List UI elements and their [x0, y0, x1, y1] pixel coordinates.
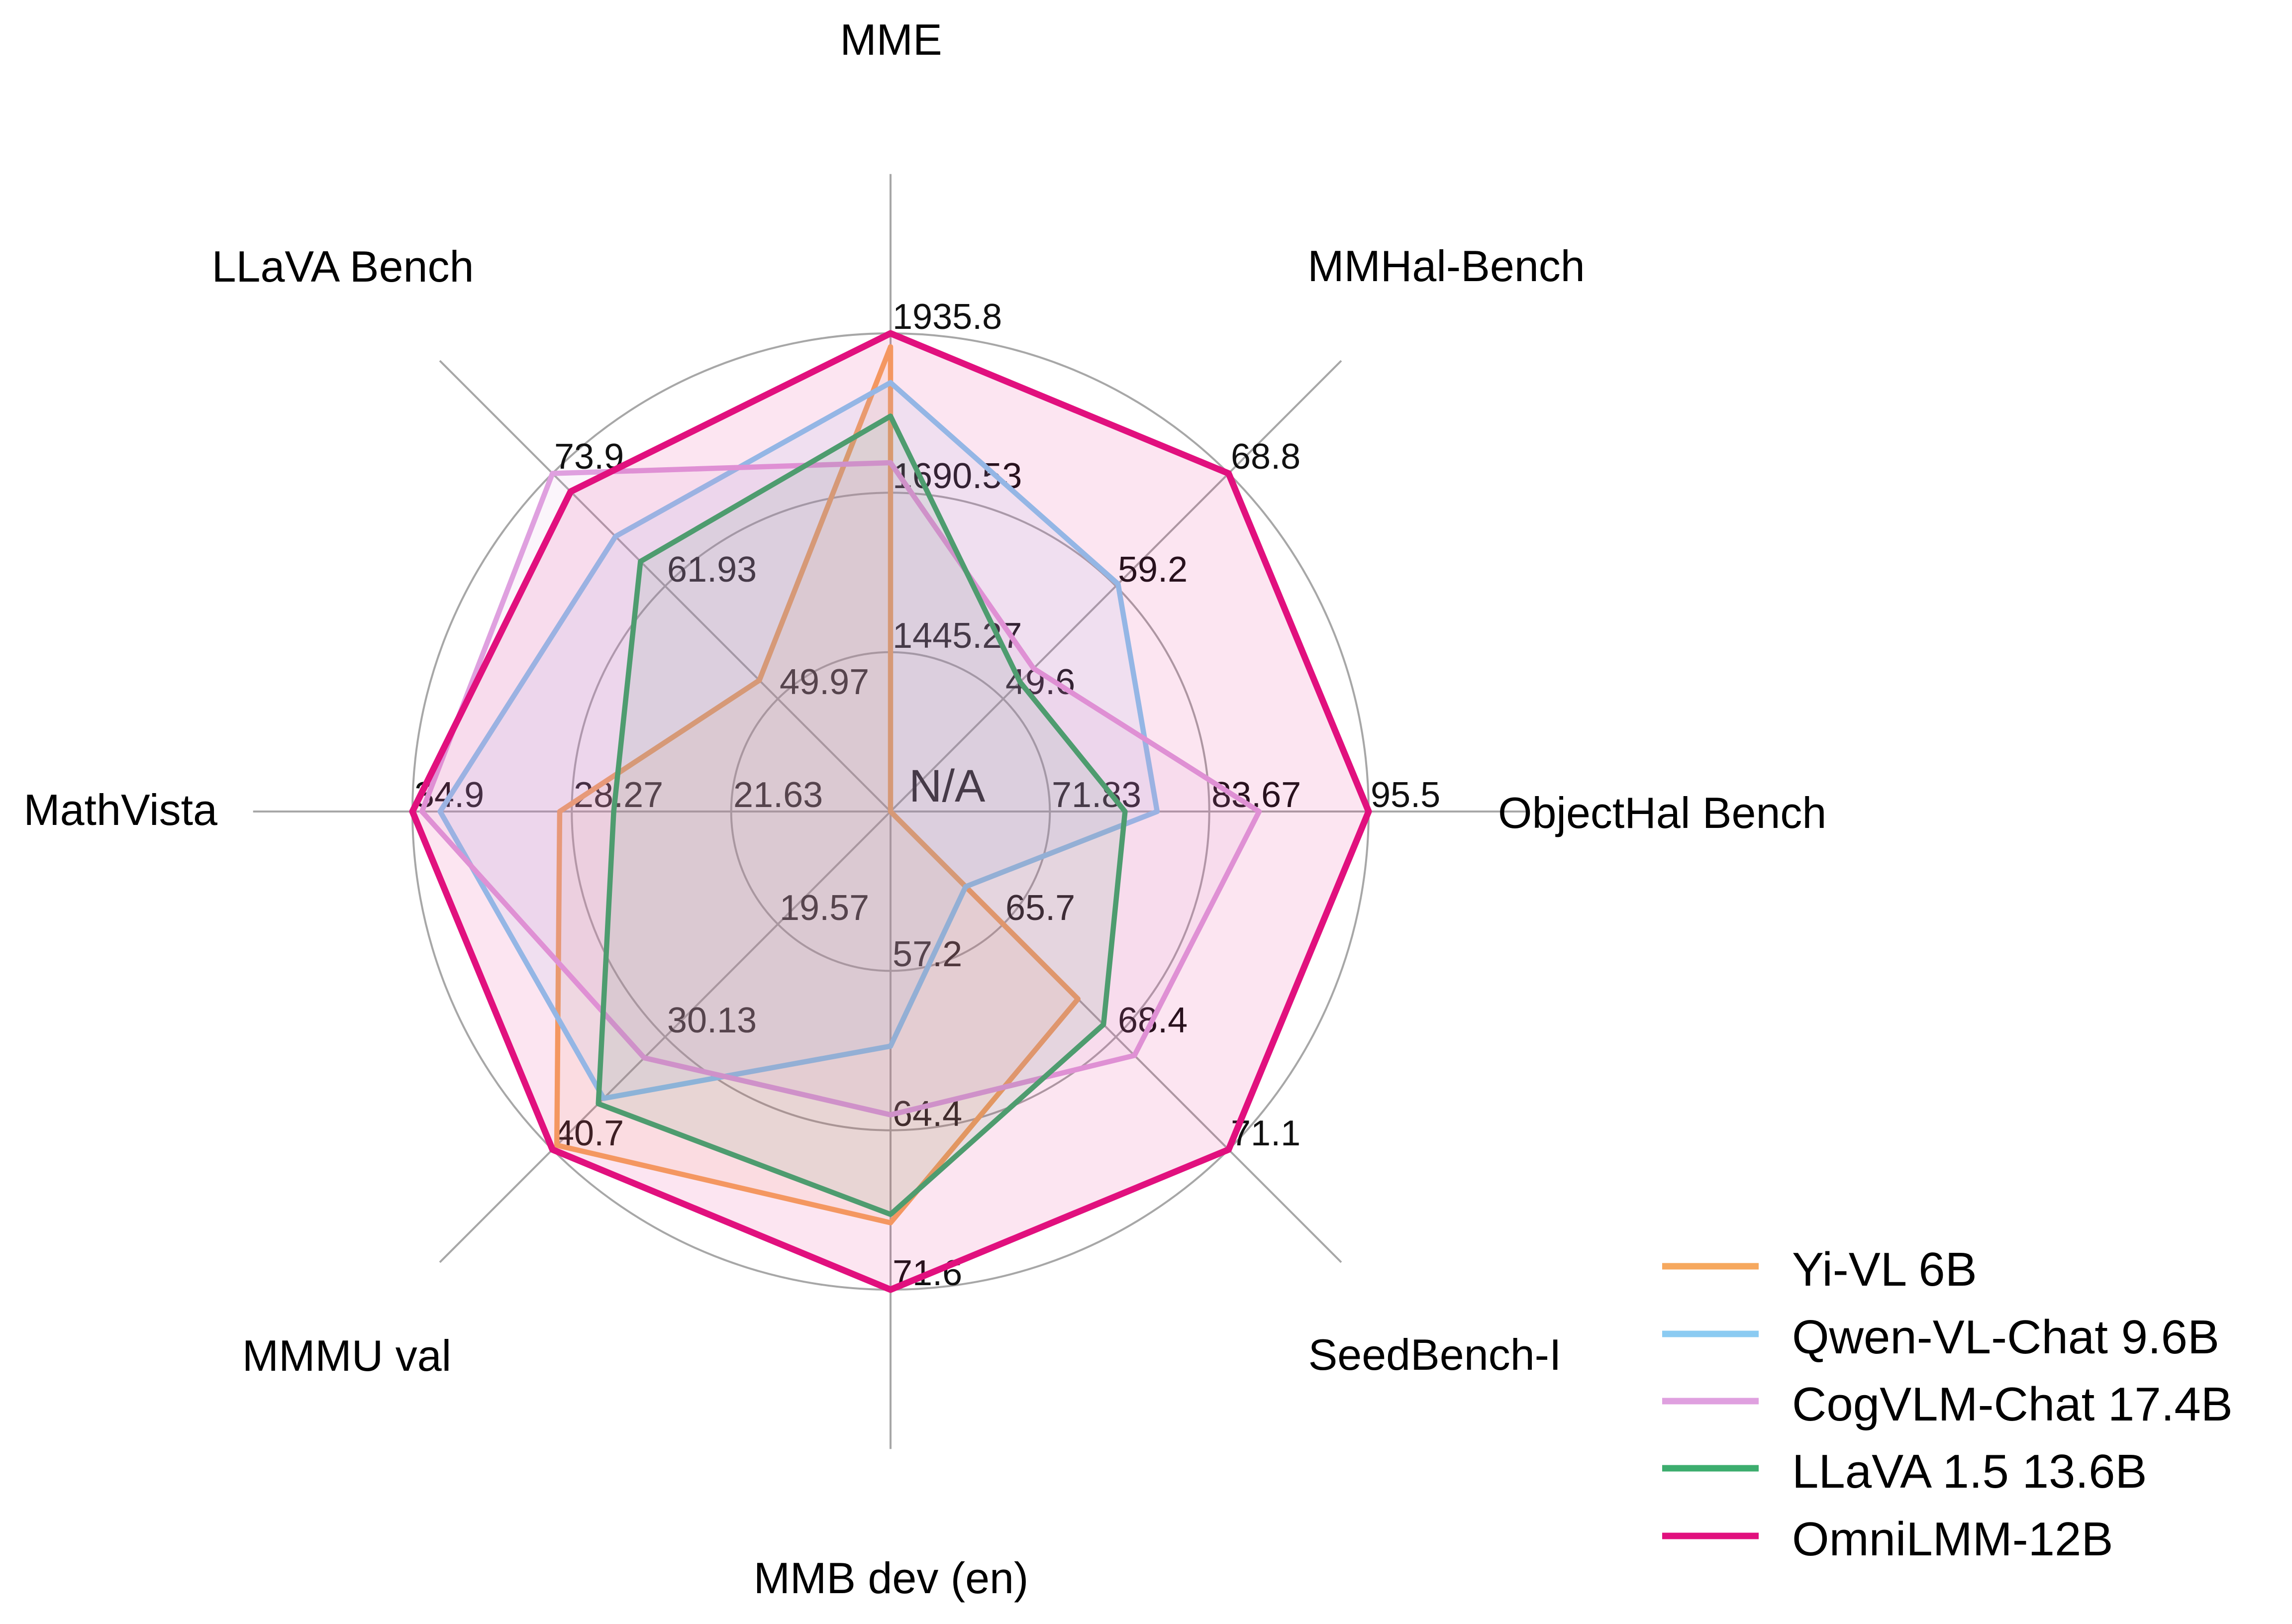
svg-text:N/A: N/A	[909, 761, 986, 812]
svg-text:49.97: 49.97	[780, 662, 869, 702]
svg-text:Qwen-VL-Chat 9.6B: Qwen-VL-Chat 9.6B	[1792, 1311, 2219, 1364]
svg-text:59.2: 59.2	[1118, 550, 1188, 590]
svg-text:61.93: 61.93	[667, 550, 757, 590]
svg-text:MMHal-Bench: MMHal-Bench	[1307, 241, 1585, 291]
svg-text:49.6: 49.6	[1005, 662, 1075, 702]
svg-text:68.8: 68.8	[1231, 437, 1300, 477]
svg-text:MMMU val: MMMU val	[242, 1331, 451, 1380]
svg-text:LLaVA 1.5 13.6B: LLaVA 1.5 13.6B	[1792, 1445, 2147, 1498]
svg-text:SeedBench-I: SeedBench-I	[1308, 1330, 1562, 1379]
svg-text:21.63: 21.63	[733, 775, 823, 815]
svg-text:19.57: 19.57	[780, 888, 869, 928]
svg-text:MME: MME	[840, 15, 942, 64]
svg-text:CogVLM-Chat 17.4B: CogVLM-Chat 17.4B	[1792, 1378, 2233, 1431]
svg-text:MathVista: MathVista	[23, 785, 217, 834]
svg-text:30.13: 30.13	[667, 1001, 757, 1040]
svg-text:LLaVA Bench: LLaVA Bench	[212, 242, 474, 291]
svg-text:MMB dev (en): MMB dev (en)	[754, 1553, 1029, 1603]
svg-text:OmniLMM-12B: OmniLMM-12B	[1792, 1513, 2113, 1566]
svg-text:1935.8: 1935.8	[893, 297, 1002, 337]
svg-text:65.7: 65.7	[1005, 888, 1075, 928]
svg-text:Yi-VL 6B: Yi-VL 6B	[1792, 1243, 1977, 1296]
svg-text:95.5: 95.5	[1371, 775, 1440, 815]
svg-text:ObjectHal Bench: ObjectHal Bench	[1498, 788, 1826, 837]
svg-text:71.83: 71.83	[1052, 775, 1141, 815]
